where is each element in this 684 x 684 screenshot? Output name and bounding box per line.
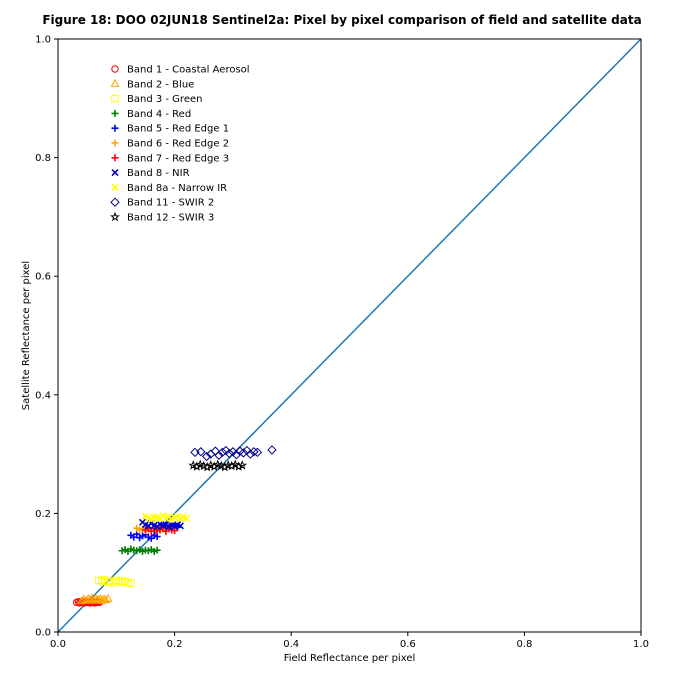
legend-marker (111, 139, 119, 147)
y-tick-label: 0.6 (35, 272, 51, 283)
series-band-3 (95, 576, 135, 588)
data-point (209, 461, 220, 471)
legend-marker (110, 78, 120, 87)
data-point (89, 595, 99, 604)
legend-marker (110, 211, 120, 222)
data-point (245, 449, 256, 459)
legend-item: Band 8 - NIR (111, 168, 190, 179)
y-tick-label: 0.8 (35, 153, 51, 164)
data-point (238, 448, 249, 458)
legend-marker (111, 183, 119, 191)
data-point (127, 579, 135, 588)
data-point (176, 522, 184, 530)
series-band-9 (141, 512, 190, 523)
data-point (76, 596, 86, 605)
data-point (101, 595, 111, 604)
x-tick-label: 0.0 (50, 639, 66, 650)
y-axis-label: Satellite Reflectance per pixel (21, 261, 32, 410)
data-point (224, 448, 235, 459)
x-tick-label: 0.6 (400, 639, 416, 650)
legend: Band 1 - Coastal Aerosol Band 2 - Blue Ban… (110, 65, 250, 224)
data-point (231, 449, 242, 460)
plot-frame (57, 38, 642, 633)
legend-item: Band 4 - Red (111, 109, 191, 120)
x-tick-label: 0.2 (167, 639, 183, 650)
series-band-4 (118, 545, 161, 555)
legend-label: Band 4 - Red (127, 109, 191, 120)
data-point (202, 461, 213, 472)
x-tick-label: 0.8 (516, 639, 532, 650)
data-point (201, 451, 212, 462)
data-point (249, 447, 259, 457)
one-to-one-line (57, 38, 642, 633)
legend-label: Band 6 - Red Edge 2 (127, 139, 229, 150)
legend-marker (111, 154, 119, 162)
data-point (217, 447, 228, 458)
legend-label: Band 5 - Red Edge 1 (127, 124, 229, 135)
data-point (191, 461, 202, 471)
legend-label: Band 2 - Blue (127, 79, 194, 90)
legend-item: Band 8a - Narrow IR (111, 183, 227, 194)
legend-item: Band 7 - Red Edge 3 (111, 153, 229, 164)
legend-item: Band 2 - Blue (110, 78, 194, 90)
data-point (196, 447, 206, 457)
data-point (233, 461, 244, 471)
x-tick-label: 0.4 (283, 639, 299, 650)
data-point (182, 514, 190, 522)
y-tick-label: 0.0 (35, 628, 51, 639)
legend-label: Band 7 - Red Edge 3 (127, 153, 229, 164)
data-point (103, 593, 113, 602)
data-point (252, 447, 263, 458)
data-point (133, 530, 141, 538)
series-band-5 (127, 521, 182, 542)
legend-marker (110, 197, 120, 207)
legend-item: Band 5 - Red Edge 1 (111, 124, 229, 135)
y-tick-label: 0.4 (35, 390, 51, 401)
series-band-8 (138, 518, 184, 531)
legend-label: Band 1 - Coastal Aerosol (127, 65, 250, 76)
data-point (226, 460, 237, 471)
x-axis-label: Field Reflectance per pixel (284, 653, 416, 664)
legend-label: Band 8a - Narrow IR (127, 183, 227, 194)
legend-marker (111, 169, 119, 177)
legend-label: Band 11 - SWIR 2 (127, 198, 214, 209)
data-point (79, 594, 89, 603)
data-point (267, 445, 277, 455)
legend-item: Band 1 - Coastal Aerosol (111, 65, 250, 76)
legend-item: Band 12 - SWIR 3 (110, 211, 214, 224)
data-point (153, 546, 161, 554)
legend-label: Band 8 - NIR (127, 168, 190, 179)
y-tick-label: 0.2 (35, 509, 51, 520)
legend-marker (111, 65, 119, 73)
series-band-2 (76, 593, 113, 605)
chart-title: Figure 18: DOO 02JUN18 Sentinel2a: Pixel… (42, 13, 641, 27)
legend-marker (111, 124, 119, 132)
x-tick-label: 1.0 (633, 639, 649, 650)
legend-item: Band 11 - SWIR 2 (110, 197, 214, 209)
series-band-11 (188, 459, 248, 472)
series-band-10 (190, 445, 277, 462)
data-point (214, 450, 224, 460)
legend-item: Band 6 - Red Edge 2 (111, 139, 229, 150)
legend-marker (111, 109, 119, 117)
data-point (153, 533, 161, 541)
data-point (210, 446, 221, 456)
y-tick-label: 1.0 (35, 35, 51, 46)
legend-item: Band 3 - Green (111, 94, 202, 105)
data-point (219, 461, 230, 472)
data-point (237, 460, 248, 470)
legend-label: Band 3 - Green (127, 94, 202, 105)
legend-label: Band 12 - SWIR 3 (127, 213, 214, 224)
legend-marker (111, 94, 119, 103)
